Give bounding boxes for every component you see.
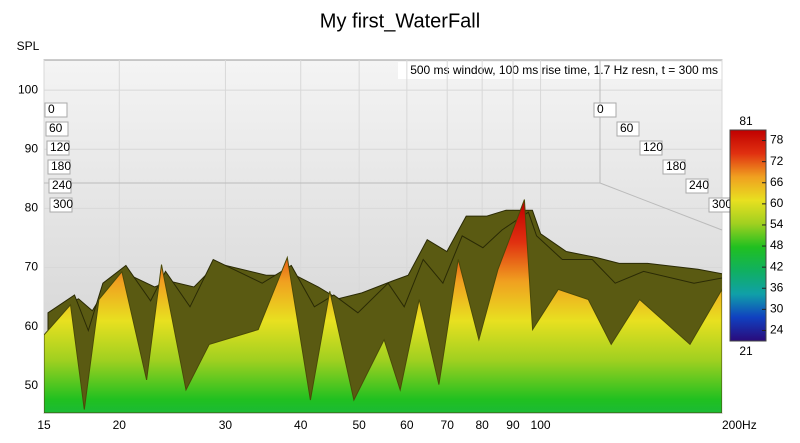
x-tick-label: 80	[475, 418, 489, 432]
y-tick-label: 50	[25, 378, 39, 392]
y-tick-label: 80	[25, 201, 39, 215]
colorbar	[729, 129, 767, 342]
x-tick-label: 200Hz	[722, 418, 757, 432]
time-label: 240	[52, 178, 72, 192]
time-label-box	[662, 159, 686, 175]
colorbar-tick-label: 72	[770, 154, 784, 168]
x-tick-label: 50	[352, 418, 366, 432]
time-label: 120	[643, 140, 663, 154]
time-label: 60	[49, 121, 63, 135]
time-label-box	[44, 102, 68, 118]
x-tick-label: 20	[113, 418, 127, 432]
time-label-box	[685, 178, 709, 194]
colorbar-tick-label: 81	[739, 114, 753, 128]
colorbar-tick-label: 48	[770, 238, 784, 252]
chart-title: My first_WaterFall	[320, 10, 480, 32]
x-tick-label: 30	[219, 418, 233, 432]
time-label-box	[616, 121, 640, 137]
colorbar-tick-label: 42	[770, 259, 784, 273]
colorbar-tick-label: 24	[770, 323, 784, 337]
time-label: 300	[712, 197, 732, 211]
y-axis-label: SPL	[17, 39, 40, 53]
time-label: 180	[666, 159, 686, 173]
time-label: 180	[51, 159, 71, 173]
colorbar-tick-label: 78	[770, 133, 784, 147]
time-label: 0	[48, 102, 55, 116]
x-tick-label: 90	[506, 418, 520, 432]
plot-layer	[44, 199, 722, 413]
time-label-box	[45, 121, 69, 137]
time-label: 60	[620, 121, 634, 135]
x-tick-label: 70	[441, 418, 455, 432]
time-label-box	[593, 102, 617, 118]
y-tick-label: 60	[25, 319, 39, 333]
time-label-box	[48, 178, 72, 194]
y-tick-label: 70	[25, 260, 39, 274]
x-tick-label: 15	[37, 418, 51, 432]
colorbar-tick-label: 30	[770, 302, 784, 316]
front-slice	[44, 199, 722, 413]
y-tick-label: 100	[18, 82, 38, 96]
annotation-box	[398, 62, 722, 79]
colorbar-tick-label: 60	[770, 196, 784, 210]
colorbar-tick-label: 36	[770, 280, 784, 294]
time-label-box	[639, 140, 663, 156]
time-label-box	[49, 197, 73, 213]
floor-line	[599, 182, 723, 231]
x-tick-label: 100	[531, 418, 551, 432]
time-label: 0	[597, 102, 604, 116]
time-label: 240	[689, 178, 709, 192]
time-label: 300	[53, 197, 73, 211]
x-tick-label: 40	[294, 418, 308, 432]
time-label: 120	[50, 140, 70, 154]
colorbar-tick-label: 54	[770, 217, 784, 231]
time-label-box	[46, 140, 70, 156]
annotation: 500 ms window, 100 ms rise time, 1.7 Hz …	[410, 63, 718, 77]
time-label-box	[47, 159, 71, 175]
colorbar-tick-label: 66	[770, 175, 784, 189]
x-tick-label: 60	[400, 418, 414, 432]
y-tick-label: 90	[25, 141, 39, 155]
colorbar-tick-label: 21	[739, 344, 753, 358]
